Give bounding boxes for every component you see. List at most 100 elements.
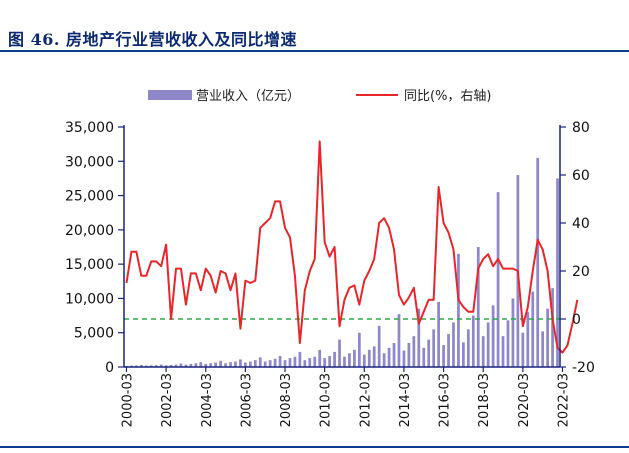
x-tick-label: 2002-03 [160,373,175,427]
bar-mark [318,349,322,367]
bar-mark [164,365,168,367]
bar-mark [273,358,277,367]
bar-mark [204,363,208,367]
bar-mark [313,356,317,367]
bar-mark [556,178,559,367]
bar-mark [447,334,450,367]
bar-mark [511,298,515,367]
bar-mark [476,247,480,367]
bar-mark [338,339,341,367]
bar-mark [199,362,203,367]
bar-mark [263,361,267,367]
left-tick-label: 35,000 [65,120,114,136]
bar-mark [417,308,421,367]
bar-mark [144,365,148,367]
bar-mark [139,364,143,367]
bar-mark [258,357,262,367]
right-tick-label: 20 [572,264,590,280]
bar-mark [343,356,346,367]
bar-mark [174,364,178,367]
x-tick-label: 2006-03 [239,373,254,427]
bar-mark [229,362,232,367]
bar-mark [437,301,440,367]
bar-mark [362,354,366,367]
x-tick-label: 2000-03 [120,373,135,427]
figure-title: 图 46. 房地产行业营收收入及同比增速 [8,30,297,49]
bar-mark [244,362,247,367]
right-tick-label: 80 [572,120,590,136]
x-tick-label: 2014-03 [398,373,413,427]
left-tick-label: 0 [105,360,114,376]
bar-mark [412,336,416,367]
left-tick-label: 30,000 [65,154,114,170]
bar-mark [526,312,530,367]
bar-mark [234,361,237,367]
bar-mark [224,363,227,367]
bar-mark [189,363,193,367]
left-tick-label: 20,000 [65,223,114,239]
bar-mark [551,288,554,367]
footer-rule [0,446,629,448]
legend-label-line: 同比(%，右轴) [404,89,492,104]
bar-mark [536,157,540,367]
bar-mark [308,358,312,367]
bar-mark [541,331,545,367]
bar-mark [323,358,327,367]
bar-mark [169,364,173,367]
bar-mark [506,320,510,367]
bar-mark [531,291,535,367]
bar-mark [481,336,485,367]
legend-label-bars: 营业收入（亿元） [196,89,300,104]
x-tick-label: 2010-03 [319,373,334,427]
x-tick-label: 2016-03 [438,373,453,427]
bar-mark [486,322,490,367]
x-tick-label: 2004-03 [200,373,215,427]
x-tick-label: 2022-03 [556,373,571,427]
left-tick-label: 10,000 [65,291,114,307]
bar-mark [397,314,401,367]
bar-mark [154,365,158,367]
bar-mark [382,353,386,367]
legend-swatch-bars [148,90,192,100]
bar-mark [248,361,252,367]
bar-mark [466,329,470,367]
bar-mark [293,356,297,367]
left-tick-label: 15,000 [65,257,114,273]
bar-mark [283,360,287,367]
bar-mark [348,353,351,367]
bar-mark [333,351,336,367]
bar-mark [491,305,495,367]
bar-mark [546,308,549,367]
left-tick-label: 5,000 [74,326,114,342]
right-tick-label: 40 [572,216,590,232]
bar-mark [427,339,431,367]
bar-mark [377,325,381,367]
bar-mark [422,347,426,367]
bar-mark [194,363,198,367]
bar-mark [521,332,525,367]
bar-mark [184,364,188,367]
bar-mark [239,359,242,367]
bar-mark [501,336,505,367]
bar-mark [353,349,356,367]
bar-mark [367,349,371,367]
bar-mark [179,363,183,367]
left-tick-label: 25,000 [65,189,114,205]
bar-mark [130,365,133,367]
x-tick-label: 2020-03 [517,373,532,427]
bar-mark [328,356,331,367]
bar-mark [298,351,302,367]
bar-mark [268,360,272,367]
header-rule [0,50,629,52]
bar-mark [357,332,361,367]
bar-mark [288,358,292,367]
bar-mark [442,345,445,367]
bar-mark [278,356,282,367]
x-tick-label: 2018-03 [477,373,492,427]
bar-mark [402,350,406,367]
bar-mark [214,362,218,367]
bar-mark [432,329,436,367]
figure-header: 图 46. 房地产行业营收收入及同比增速 [0,0,629,52]
bar-mark [457,253,460,367]
